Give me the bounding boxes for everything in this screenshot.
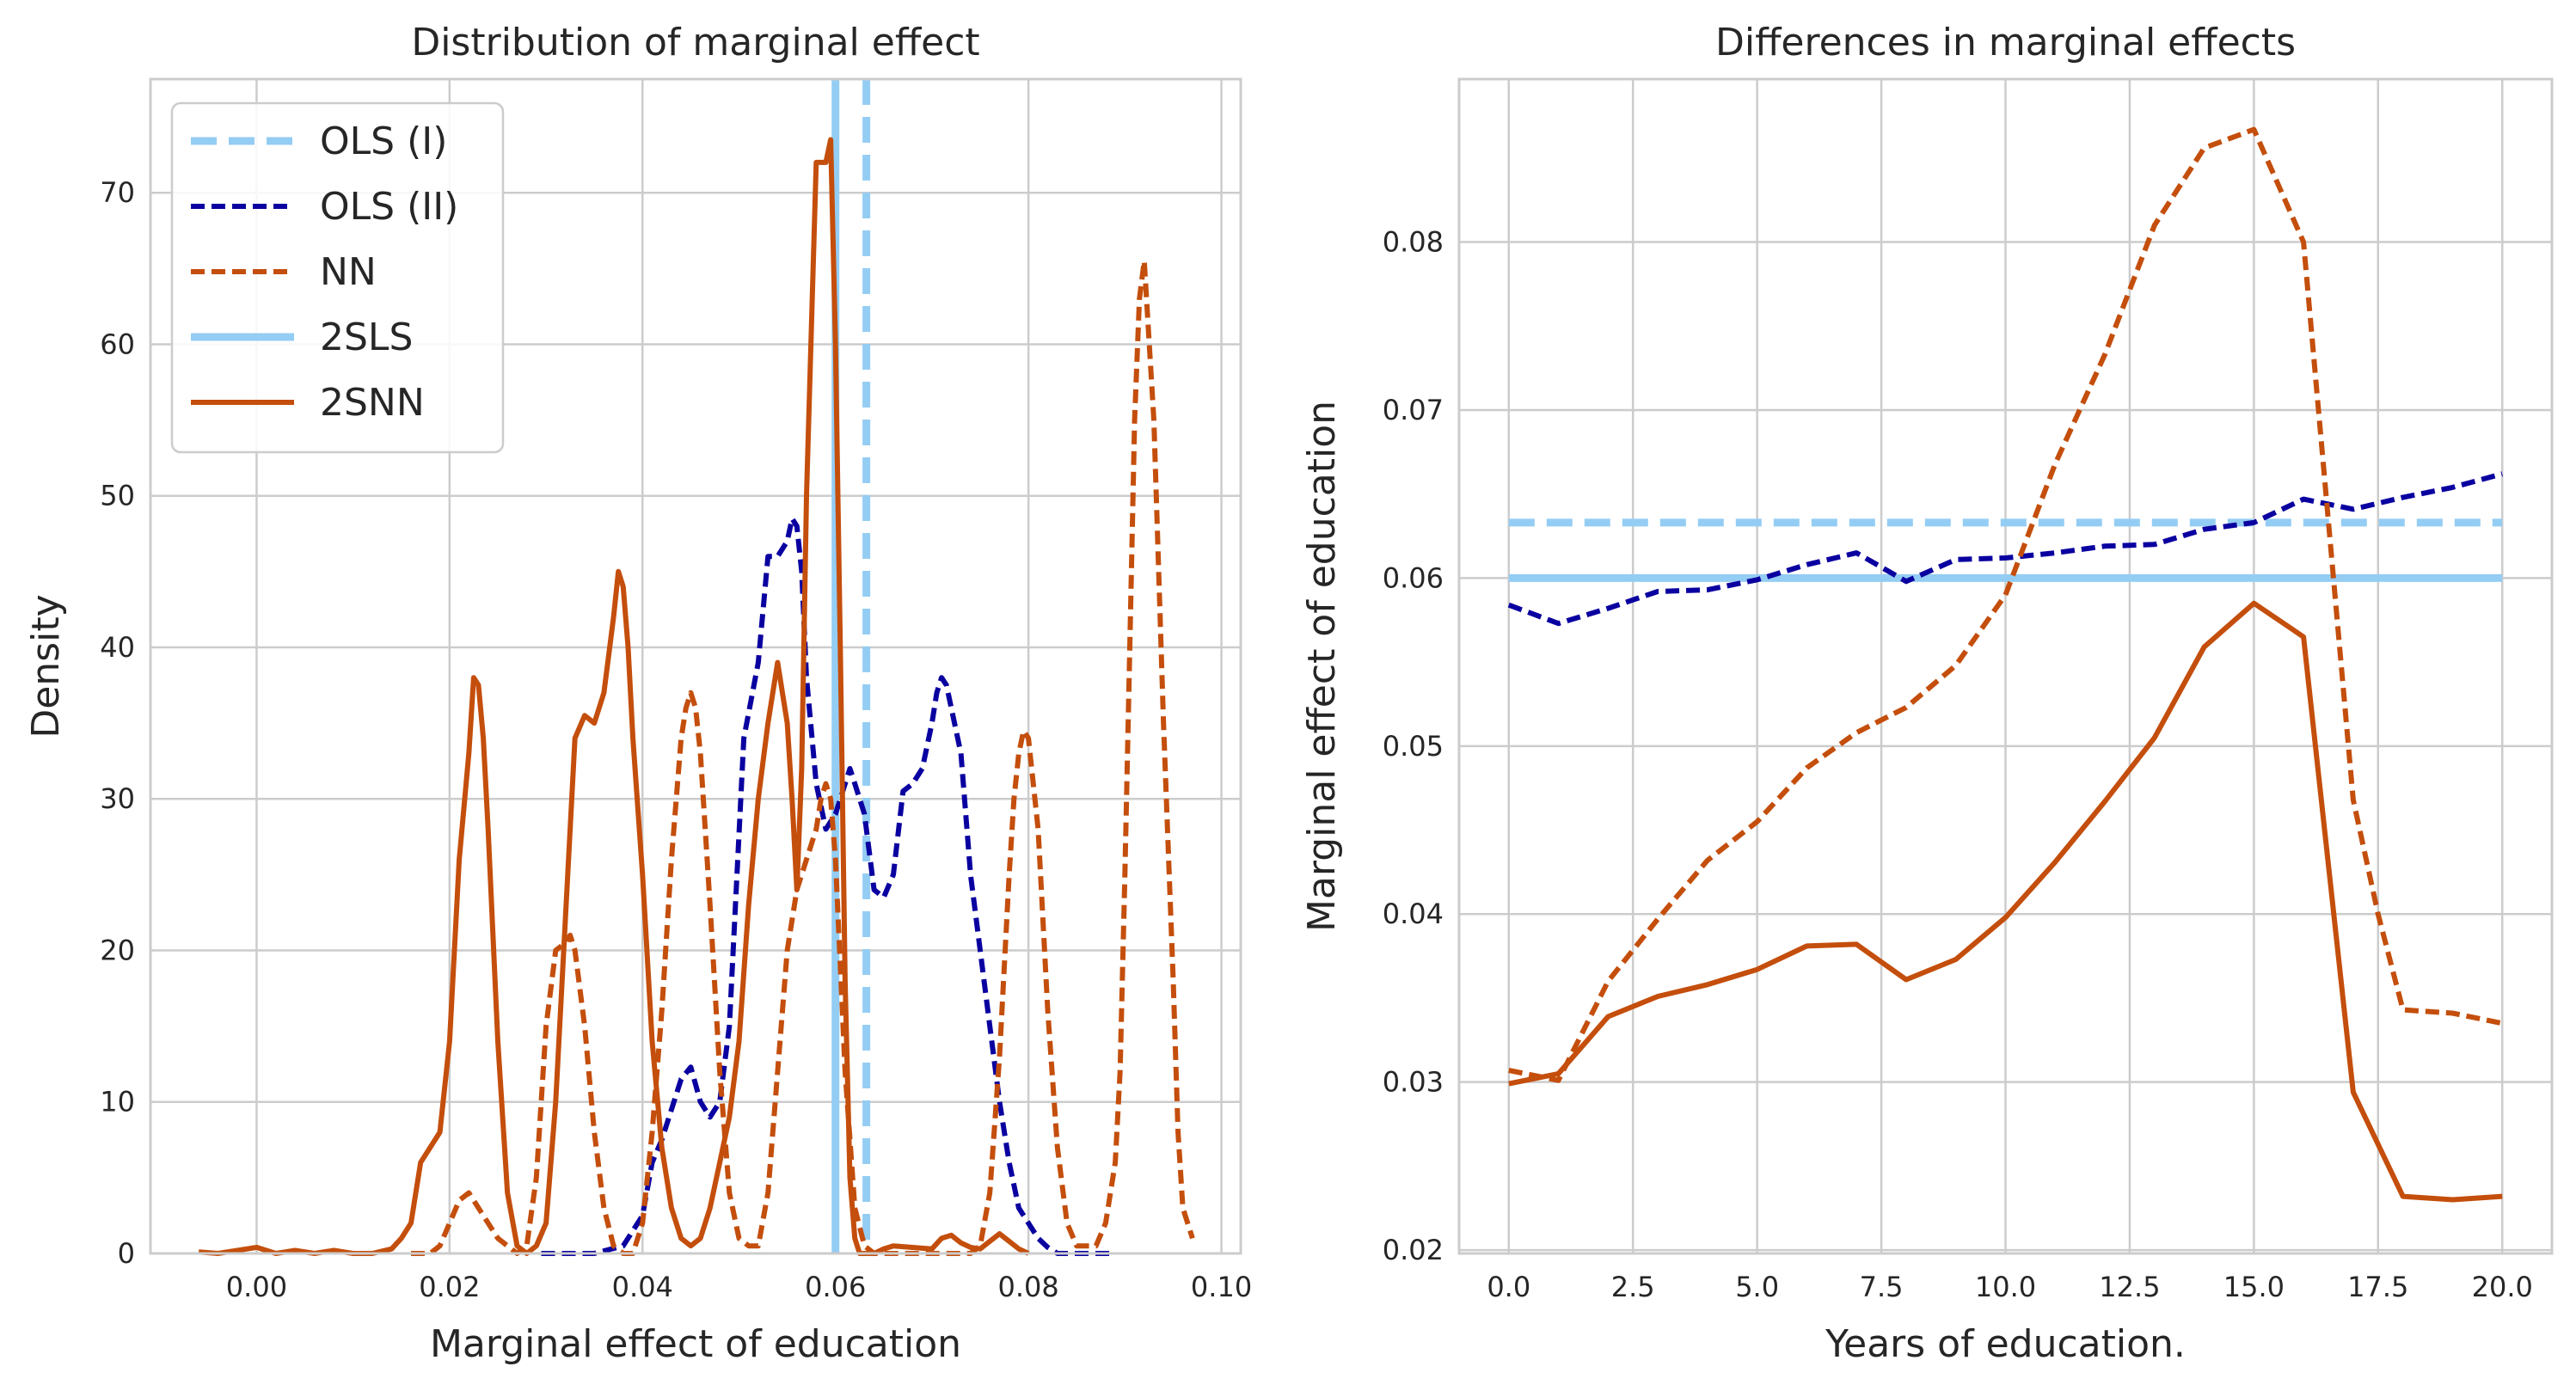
x-tick-label: 10.0 [1975, 1271, 2036, 1303]
right-chart: 0.0 2.5 5.0 7.5 10.0 12.5 15.0 17.5 20.0 0.02 0.03… [1300, 21, 2554, 1366]
series-line-nn [1508, 126, 2503, 1083]
x-tick-label: 2.5 [1611, 1271, 1655, 1303]
left-chart: 0.00 0.02 0.04 0.06 0.08 0.10 0 10 20 30 40 50 60 70 D… [24, 21, 1252, 1366]
x-tick-label: 0.06 [805, 1271, 866, 1303]
series-line-nn [411, 258, 1195, 1256]
y-tick-label: 0.04 [1383, 898, 1444, 930]
x-tick-label: 17.5 [2347, 1271, 2408, 1303]
y-tick-label: 0.02 [1383, 1234, 1444, 1266]
y-tick-label: 40 [100, 631, 135, 664]
y-tick-label: 20 [100, 934, 135, 966]
y-tick-label: 0.06 [1383, 561, 1444, 594]
chart-title: Differences in marginal effects [1715, 21, 2296, 64]
legend-label: OLS (II) [320, 185, 458, 229]
legend: OLS (I) OLS (II) NN 2SLS 2SNN [170, 101, 505, 454]
x-tick-label: 0.10 [1191, 1271, 1252, 1303]
y-tick-label: 0.05 [1383, 730, 1444, 763]
legend-label: 2SLS [320, 316, 413, 359]
y-tick-label: 70 [100, 176, 135, 209]
legend-label: 2SNN [320, 381, 425, 425]
x-tick-label: 5.0 [1735, 1271, 1779, 1303]
series-line-ols-ii [1507, 471, 2503, 627]
legend-label: NN [320, 250, 377, 294]
legend-label: OLS (I) [320, 119, 447, 163]
x-tick-label: 0.00 [226, 1271, 287, 1303]
plot-frame [149, 77, 1242, 1255]
x-tick-label: 0.02 [419, 1271, 480, 1303]
y-tick-label: 10 [100, 1086, 135, 1118]
plot-frame [1457, 77, 2554, 1255]
x-tick-label: 0.0 [1487, 1271, 1530, 1303]
series-line-2snn [1508, 600, 2503, 1203]
series-line-ols-ii [541, 516, 1116, 1256]
legend-box [170, 101, 505, 454]
y-tick-label: 0.03 [1383, 1066, 1444, 1099]
y-axis-label: Marginal effect of education [1300, 401, 1344, 932]
y-tick-label: 0 [118, 1237, 135, 1270]
x-tick-label: 15.0 [2223, 1271, 2285, 1303]
x-tick-label: 20.0 [2472, 1271, 2533, 1303]
x-tick-label: 12.5 [2099, 1271, 2160, 1303]
x-axis-label: Marginal effect of education [430, 1322, 961, 1366]
x-tick-label: 0.04 [612, 1271, 673, 1303]
y-axis-label: Density [24, 594, 68, 738]
x-tick-label: 7.5 [1860, 1271, 1904, 1303]
y-tick-label: 0.07 [1383, 394, 1444, 426]
x-tick-label: 0.08 [998, 1271, 1059, 1303]
y-tick-label: 30 [100, 782, 135, 815]
chart-title: Distribution of marginal effect [411, 21, 979, 64]
y-tick-label: 50 [100, 480, 135, 512]
y-tick-label: 60 [100, 328, 135, 360]
x-axis-label: Years of education. [1825, 1322, 2186, 1366]
y-tick-label: 0.08 [1383, 226, 1444, 259]
